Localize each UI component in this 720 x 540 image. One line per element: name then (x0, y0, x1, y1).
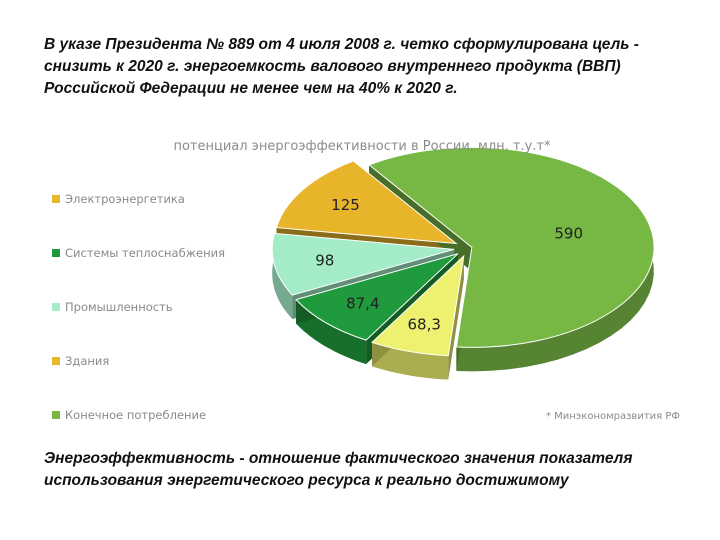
chart-source: * Минэкономразвития РФ (545, 411, 680, 422)
legend-label: Здания (65, 354, 110, 368)
pie-slice (368, 146, 655, 348)
data-label: 87,4 (346, 294, 379, 312)
definition-text: Энергоэффективность - отношение фактичес… (44, 450, 633, 489)
legend-swatch (52, 195, 60, 203)
data-label: 68,3 (407, 316, 440, 334)
pie-chart: 590 68,3 87,4 98 125 (271, 146, 655, 380)
pie-slice (275, 160, 458, 245)
legend-label: Конечное потребление (65, 408, 207, 422)
legend-swatch (52, 303, 60, 311)
legend-label: Системы теплоснабжения (65, 246, 226, 260)
legend-swatch (52, 357, 60, 365)
legend-swatch (52, 411, 60, 419)
data-label: 590 (554, 224, 583, 242)
legend-label: Промышленность (65, 300, 173, 314)
pie-slice (271, 232, 455, 296)
chart-title: потенциал энергоэффективности в России, … (173, 139, 551, 154)
data-label: 98 (315, 252, 334, 270)
pie-slice (295, 253, 459, 341)
legend-swatch (52, 249, 60, 257)
data-label: 125 (331, 196, 360, 214)
pie-slice (371, 254, 465, 357)
chart-panel: 590 68,3 87,4 98 125 потенциал энергоэффекти… (38, 130, 686, 430)
legend-label: Электроэнергетика (65, 192, 185, 206)
intro-text: В указе Президента № 889 от 4 июля 2008 … (44, 36, 639, 97)
